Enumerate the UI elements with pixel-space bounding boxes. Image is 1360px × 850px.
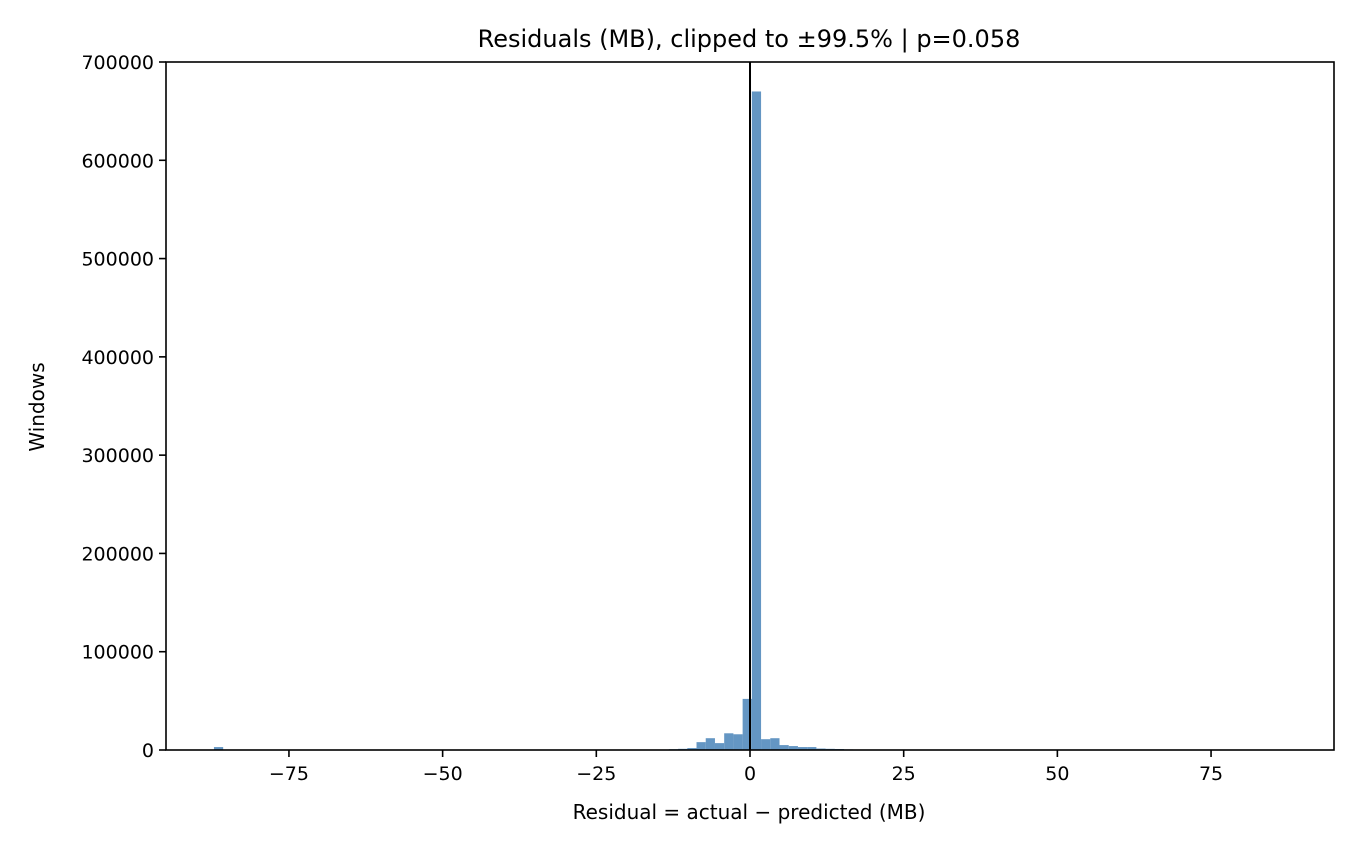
histogram-bar xyxy=(714,743,725,750)
x-axis-ticks: −75 −50 −25 0 25 50 75 xyxy=(269,750,1223,785)
x-tick-label: 75 xyxy=(1199,763,1223,785)
y-tick-label: 500000 xyxy=(81,249,154,271)
chart-title: Residuals (MB), clipped to ±99.5% | p=0.… xyxy=(478,25,1021,53)
x-tick-label: 0 xyxy=(744,763,756,785)
histogram-bar xyxy=(788,746,798,750)
y-tick-label: 200000 xyxy=(81,543,154,565)
histogram-bar xyxy=(807,747,817,750)
histogram-bar xyxy=(733,734,743,750)
x-tick-label: 50 xyxy=(1045,763,1069,785)
y-tick-label: 100000 xyxy=(81,642,154,664)
x-tick-label: −25 xyxy=(576,763,616,785)
histogram-bar xyxy=(770,738,780,750)
histogram-bar xyxy=(213,747,224,750)
histogram-bar xyxy=(742,698,752,750)
y-tick-label: 700000 xyxy=(81,52,154,74)
histogram-bar xyxy=(761,739,771,750)
y-tick-label: 300000 xyxy=(81,445,154,467)
x-tick-label: −50 xyxy=(423,763,463,785)
histogram-bar xyxy=(724,733,734,750)
histogram-bar xyxy=(705,738,715,750)
histogram-bar xyxy=(696,742,706,750)
bars-layer xyxy=(213,91,854,750)
histogram-bar xyxy=(797,747,808,750)
x-axis-label: Residual = actual − predicted (MB) xyxy=(573,800,926,824)
y-tick-label: 600000 xyxy=(81,150,154,172)
histogram-bar xyxy=(751,91,762,750)
y-axis-label: Windows xyxy=(25,362,49,451)
y-tick-label: 400000 xyxy=(81,347,154,369)
histogram-bar xyxy=(779,745,789,750)
x-tick-label: 25 xyxy=(892,763,916,785)
y-axis-ticks: 0 100000 200000 300000 400000 500000 600000 700… xyxy=(81,52,166,762)
y-tick-label: 0 xyxy=(142,740,154,762)
x-tick-label: −75 xyxy=(269,763,309,785)
histogram-bar xyxy=(687,748,697,750)
